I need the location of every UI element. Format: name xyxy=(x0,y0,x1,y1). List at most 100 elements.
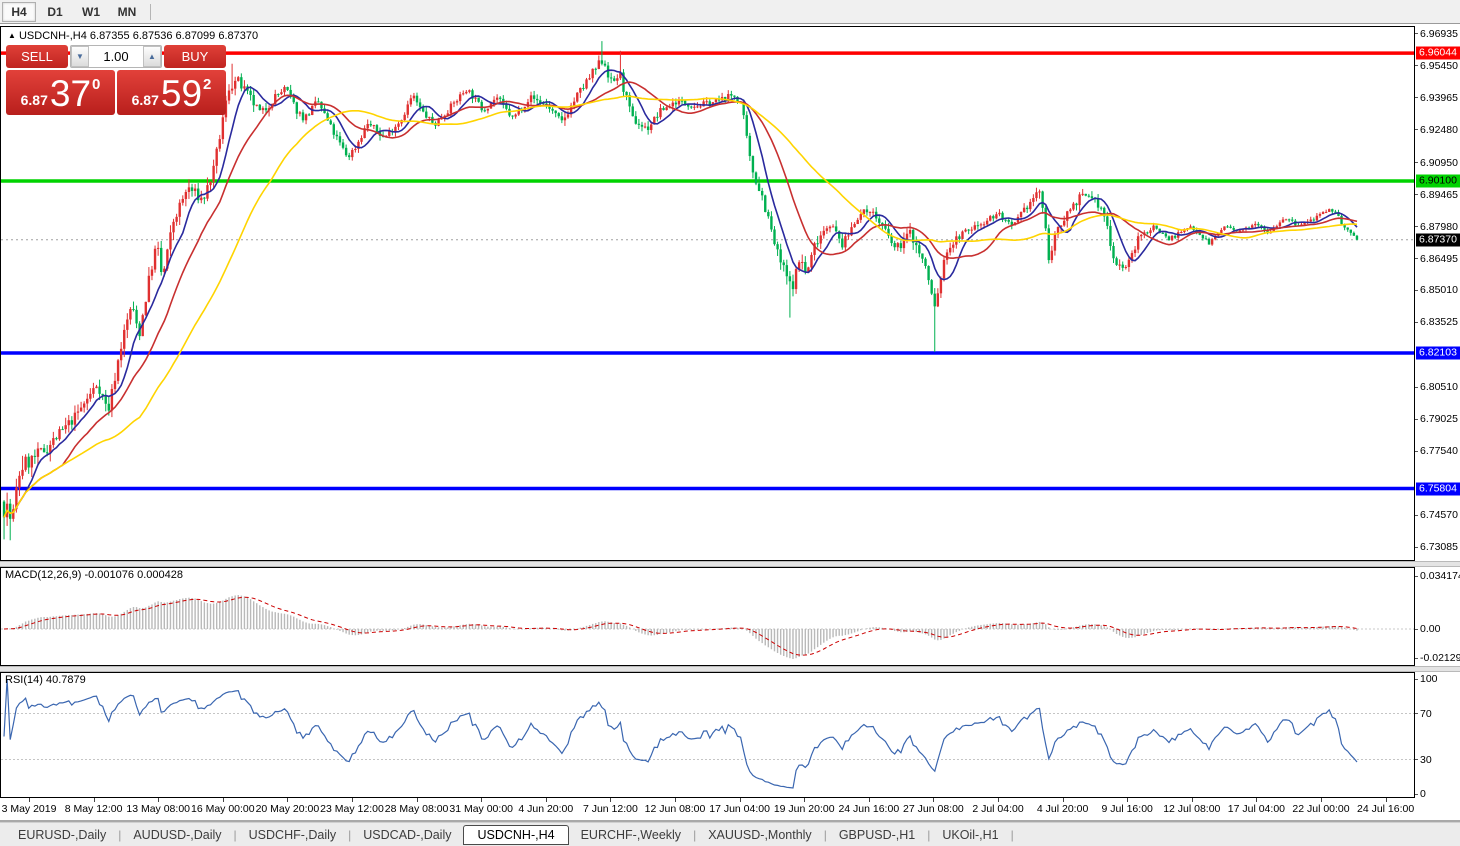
price-tick-mark xyxy=(1415,321,1418,323)
rsi-axis: 100 70 30 0 xyxy=(1415,672,1460,800)
chart-title: ▲ USDCNH-,H4 6.87355 6.87536 6.87099 6.8… xyxy=(8,30,258,42)
chart-ohlc-values: 6.87355 6.87536 6.87099 6.87370 xyxy=(89,30,259,42)
time-axis-label: 20 May 20:00 xyxy=(255,803,320,815)
timeframe-button-w1[interactable]: W1 xyxy=(82,4,100,19)
panel-splitter[interactable] xyxy=(0,561,1460,567)
price-axis-label: 6.90950 xyxy=(1420,156,1458,169)
tab-separator: | xyxy=(233,827,237,842)
time-axis-label: 31 May 00:00 xyxy=(449,803,514,815)
timeframe-button-mn[interactable]: MN xyxy=(117,4,137,19)
time-axis-label: 17 Jun 04:00 xyxy=(709,803,770,815)
price-axis-label: 6.92480 xyxy=(1420,123,1458,136)
time-axis-label: 28 May 08:00 xyxy=(384,803,449,815)
time-axis-label: 24 Jun 16:00 xyxy=(838,803,900,815)
macd-axis-label: -0.021296 xyxy=(1420,652,1460,664)
macd-histogram-group xyxy=(6,595,1358,659)
price-axis: 6.96935 6.95450 6.93965 6.92480 6.90950 6.894… xyxy=(1415,26,1460,561)
price-chart-svg xyxy=(1,41,1414,541)
macd-axis: 0.034174 0.00 -0.021296 xyxy=(1415,567,1460,666)
window-splitter xyxy=(0,820,1460,822)
level-price-badge: 6.96044 xyxy=(1416,46,1460,60)
volume-increase-icon[interactable]: ▲ xyxy=(143,46,161,67)
macd-label: MACD(12,26,9) -0.001076 0.000428 xyxy=(5,569,183,581)
symbol-direction-icon: ▲ xyxy=(8,31,16,40)
chart-tab-usdchf-daily[interactable]: USDCHF-,Daily xyxy=(248,827,337,842)
volume-decrease-icon[interactable]: ▼ xyxy=(71,46,89,67)
chart-tab-audusd-daily[interactable]: AUDUSD-,Daily xyxy=(133,827,222,842)
time-tick-mark xyxy=(545,798,547,802)
sell-button[interactable]: SELL xyxy=(6,45,68,68)
macd-chart-area[interactable]: MACD(12,26,9) -0.001076 0.000428 xyxy=(0,567,1415,666)
tab-separator: | xyxy=(348,827,352,842)
price-axis-label: 6.79025 xyxy=(1420,413,1458,426)
volume-spinner: ▼ 1.00 ▲ xyxy=(70,45,162,68)
rsi-svg xyxy=(1,678,1414,789)
time-tick-mark xyxy=(1321,798,1322,802)
price-axis-label: 6.96935 xyxy=(1420,27,1458,40)
level-lines-group xyxy=(1,51,1414,491)
price-tick-mark xyxy=(1415,514,1418,516)
time-axis-label: 9 Jul 16:00 xyxy=(1101,803,1153,815)
tab-separator: | xyxy=(1010,827,1014,842)
time-axis-label: 17 Jul 04:00 xyxy=(1227,803,1285,815)
time-axis-label: 8 May 12:00 xyxy=(64,803,123,815)
price-axis-label: 6.74570 xyxy=(1420,509,1458,522)
time-axis-label: 27 Jun 08:00 xyxy=(903,803,964,815)
price-axis-label: 6.83525 xyxy=(1420,316,1458,329)
candles-group xyxy=(2,41,1359,541)
time-axis-label: 12 Jun 08:00 xyxy=(644,803,706,815)
time-tick-mark xyxy=(93,798,95,802)
chart-tab-usdcnh-h4[interactable]: USDCNH-,H4 xyxy=(463,824,569,845)
sell-price-prefix: 6.87 xyxy=(20,92,48,108)
rsi-tick-mark xyxy=(1415,759,1418,760)
price-axis-label: 6.89465 xyxy=(1420,188,1458,201)
time-tick-mark xyxy=(675,798,676,802)
time-tick-mark xyxy=(29,798,30,802)
macd-tick-mark xyxy=(1415,628,1418,630)
timeframe-button-h4[interactable]: H4 xyxy=(2,1,36,22)
level-price-badge: 6.82103 xyxy=(1416,346,1460,360)
macd-tick-mark xyxy=(1415,575,1418,577)
rsi-chart-area[interactable]: RSI(14) 40.7879 xyxy=(0,672,1415,798)
chart-tab-eurchf-weekly[interactable]: EURCHF-,Weekly xyxy=(580,827,682,842)
chart-tab-bar: EURUSD-,Daily | AUDUSD-,Daily | USDCHF-,Dail… xyxy=(0,822,1460,846)
main-chart-panel: ▲ USDCNH-,H4 6.87355 6.87536 6.87099 6.8… xyxy=(0,26,1460,561)
time-axis-label: 24 Jul 16:00 xyxy=(1356,803,1415,815)
time-tick-mark xyxy=(222,798,224,802)
time-axis-label: 22 Jul 00:00 xyxy=(1292,803,1350,815)
chart-tab-ukoil-h1[interactable]: UKOil-,H1 xyxy=(942,827,999,842)
level-price-badge: 6.90100 xyxy=(1416,174,1460,188)
rsi-axis-label: 30 xyxy=(1420,753,1432,766)
price-tick-mark xyxy=(1415,97,1418,99)
timeframe-button-d1[interactable]: D1 xyxy=(47,4,63,19)
time-tick-mark xyxy=(416,798,418,802)
chart-tab-eurusd-daily[interactable]: EURUSD-,Daily xyxy=(18,827,107,842)
buy-quote[interactable]: 6.87 59 2 xyxy=(117,70,226,115)
volume-input[interactable]: 1.00 xyxy=(103,49,129,64)
chart-tab-usdcad-daily[interactable]: USDCAD-,Daily xyxy=(363,827,452,842)
ma-line-p45 xyxy=(3,95,1358,518)
price-tick-mark xyxy=(1415,258,1418,260)
sell-quote[interactable]: 6.87 37 0 xyxy=(6,70,115,115)
price-tick-mark xyxy=(1415,162,1418,164)
one-click-trading-widget: SELL ▼ 1.00 ▲ BUY 6.87 37 0 6.87 xyxy=(6,45,226,115)
price-tick-mark xyxy=(1415,289,1418,291)
chart-tab-xauusd-monthly[interactable]: XAUUSD-,Monthly xyxy=(708,827,812,842)
time-tick-mark xyxy=(1127,798,1129,802)
time-axis-label: 16 May 00:00 xyxy=(190,803,255,815)
price-tick-mark xyxy=(1415,418,1418,420)
panel-splitter[interactable] xyxy=(0,666,1460,672)
chart-tab-gbpusd-h1[interactable]: GBPUSD-,H1 xyxy=(838,827,916,842)
buy-button[interactable]: BUY xyxy=(164,45,226,68)
price-tick-mark xyxy=(1415,386,1418,388)
price-axis-label: 6.86495 xyxy=(1420,252,1458,265)
toolbar-separator xyxy=(150,3,151,20)
price-chart-area[interactable]: ▲ USDCNH-,H4 6.87355 6.87536 6.87099 6.8… xyxy=(0,26,1415,561)
price-tick-mark xyxy=(1415,65,1418,67)
tab-separator: | xyxy=(118,827,122,842)
price-axis-label: 6.85010 xyxy=(1420,284,1458,297)
tab-separator: | xyxy=(693,827,697,842)
buy-price-prefix: 6.87 xyxy=(131,92,159,108)
price-axis-label: 6.73085 xyxy=(1420,541,1458,554)
time-tick-mark xyxy=(1385,798,1387,802)
